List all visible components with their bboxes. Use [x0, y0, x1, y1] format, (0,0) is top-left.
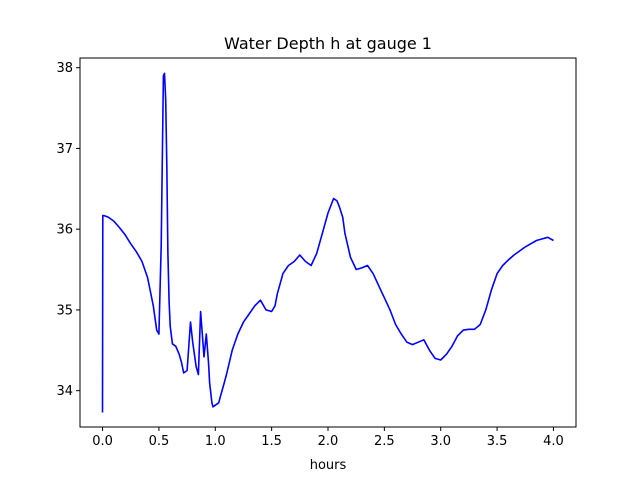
series-line-1: [101, 72, 554, 413]
x-tick-label: 2.5: [374, 434, 395, 449]
x-tick-label: 2.0: [318, 434, 339, 449]
y-tick-label: 36: [56, 223, 73, 238]
y-tick-label: 34: [56, 384, 73, 399]
x-axis-ticks: 0.0 0.5 1.0 1.5 2.0 2.5 3.0 3.5 4.0: [92, 427, 564, 449]
y-tick-label: 38: [56, 61, 73, 76]
y-tick-label: 37: [56, 142, 73, 157]
plot-content: [101, 72, 554, 413]
x-tick-label: 3.0: [430, 434, 451, 449]
plot-frame: [79, 57, 577, 428]
x-axis-label: hours: [310, 458, 347, 473]
x-tick-label: 0.5: [149, 434, 170, 449]
y-axis-ticks: 34 35 36 37 38: [56, 61, 80, 399]
x-tick-label: 1.5: [261, 434, 282, 449]
x-tick-label: 3.5: [487, 434, 508, 449]
x-tick-label: 0.0: [92, 434, 113, 449]
x-tick-label: 1.0: [205, 434, 226, 449]
x-tick-label: 4.0: [543, 434, 564, 449]
chart-title: Water Depth h at gauge 1: [224, 34, 432, 53]
y-tick-label: 35: [56, 303, 73, 318]
